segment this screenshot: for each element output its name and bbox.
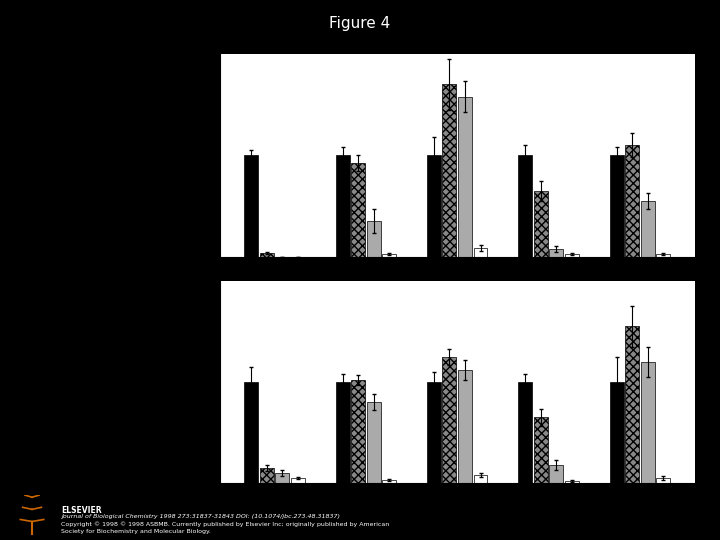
Bar [565, 481, 579, 483]
Bar [260, 468, 274, 483]
Bar [443, 84, 456, 256]
Bar [336, 382, 349, 483]
Bar [351, 163, 365, 256]
Bar [641, 362, 654, 483]
Text: A: A [158, 32, 171, 50]
Bar [534, 191, 548, 256]
Text: 3rd repeat: 3rd repeat [570, 519, 618, 529]
Bar [244, 382, 258, 483]
Text: ELSEVIER: ELSEVIER [61, 506, 102, 515]
Bar [427, 156, 441, 256]
Y-axis label: % Binding: % Binding [175, 126, 188, 185]
Bar [610, 156, 624, 256]
Bar [565, 254, 579, 256]
Text: B: B [158, 259, 171, 276]
Bar [382, 480, 396, 483]
Bar [534, 417, 548, 483]
Bar [518, 156, 532, 256]
Text: 3rd repeat: 3rd repeat [570, 293, 618, 302]
Bar [351, 380, 365, 483]
Bar [382, 254, 396, 256]
X-axis label: Transfectant: Transfectant [408, 324, 506, 338]
Bar [336, 156, 349, 256]
Bar [275, 473, 289, 483]
Text: Journal of Biological Chemistry 1998 273:31837-31843 DOI: (10.1074/jbc.273.48.31: Journal of Biological Chemistry 1998 273… [61, 514, 340, 519]
Bar [458, 370, 472, 483]
Text: Society for Biochemistry and Molecular Biology.: Society for Biochemistry and Molecular B… [61, 529, 211, 534]
Bar [366, 221, 381, 256]
Bar [641, 201, 654, 256]
Bar [474, 248, 487, 256]
Text: Figure 4: Figure 4 [329, 16, 391, 31]
Bar [518, 382, 532, 483]
Bar [610, 382, 624, 483]
Bar [625, 326, 639, 483]
Bar [657, 254, 670, 256]
Bar [625, 145, 639, 256]
Bar [260, 253, 274, 256]
Bar [443, 357, 456, 483]
Bar [474, 475, 487, 483]
Text: Copyright © 1998 © 1998 ASBMB. Currently published by Elsevier Inc; originally p: Copyright © 1998 © 1998 ASBMB. Currently… [61, 522, 390, 527]
Bar [458, 97, 472, 256]
Bar [549, 249, 563, 256]
Bar [427, 382, 441, 483]
Bar [549, 465, 563, 483]
Bar [244, 156, 258, 256]
Y-axis label: % Binding: % Binding [175, 353, 188, 411]
Bar [291, 478, 305, 483]
Bar [657, 478, 670, 483]
Bar [366, 402, 381, 483]
